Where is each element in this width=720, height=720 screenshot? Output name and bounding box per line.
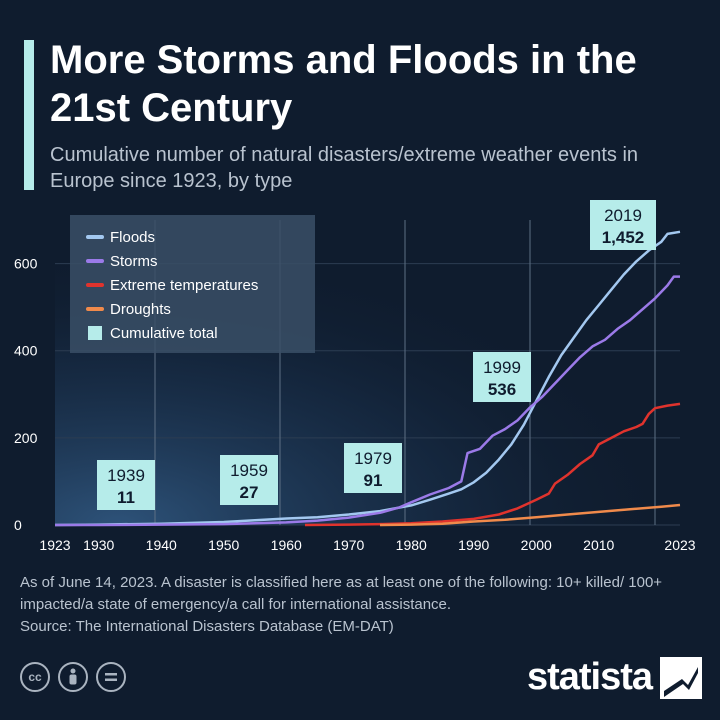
series-line-storms xyxy=(55,275,680,527)
series-line-droughts xyxy=(379,503,681,527)
annotation-year: 1959 xyxy=(230,461,268,480)
y-tick-label: 200 xyxy=(14,430,38,446)
annotation-value: 11 xyxy=(117,488,135,507)
annotation-year: 1979 xyxy=(354,449,392,468)
x-tick-label: 1960 xyxy=(271,537,302,553)
page-subtitle: Cumulative number of natural disasters/e… xyxy=(50,144,639,192)
source-text: Source: The International Disasters Data… xyxy=(20,618,394,635)
x-tick-label: 1940 xyxy=(146,537,177,553)
no-derivatives-icon[interactable] xyxy=(96,662,126,692)
footnote-text: As of June 14, 2023. A disaster is class… xyxy=(20,574,663,613)
attribution-icon[interactable] xyxy=(58,662,88,692)
annotation-box xyxy=(344,443,402,493)
page-title: More Storms and Floods in the 21st Centu… xyxy=(50,38,637,130)
brand-logo[interactable]: statista xyxy=(527,656,702,699)
legend-label: Extreme temperatures xyxy=(110,277,258,294)
license-icons: cc xyxy=(20,662,126,692)
x-tick-label: 1930 xyxy=(83,537,114,553)
cc-icon[interactable]: cc xyxy=(20,662,50,692)
legend-label: Floods xyxy=(110,229,155,246)
annotation-value: 27 xyxy=(240,483,259,502)
annotation-value: 1,452 xyxy=(602,228,645,247)
annotation-value: 91 xyxy=(364,471,383,490)
annotation-box xyxy=(473,352,531,402)
y-tick-label: 0 xyxy=(14,517,22,533)
statista-logo-icon xyxy=(660,656,702,699)
legend-swatch xyxy=(88,326,102,340)
series-line-floods xyxy=(54,230,681,527)
annotation-year: 2019 xyxy=(604,206,642,225)
x-tick-label: 1990 xyxy=(458,537,489,553)
series-line-extreme-temperatures xyxy=(304,402,681,527)
legend-label: Cumulative total xyxy=(110,325,218,342)
legend-label: Droughts xyxy=(110,301,171,318)
x-tick-label: 2023 xyxy=(664,537,695,553)
annotation-box xyxy=(590,200,656,250)
y-tick-label: 600 xyxy=(14,256,38,272)
y-tick-label: 400 xyxy=(14,343,38,359)
x-tick-label: 1923 xyxy=(39,537,70,553)
annotation-value: 536 xyxy=(488,380,516,399)
legend-box xyxy=(70,215,315,353)
annotation-box xyxy=(97,460,155,510)
annotation-year: 1939 xyxy=(107,466,145,485)
title-accent-bar xyxy=(24,40,34,190)
x-tick-label: 1980 xyxy=(396,537,427,553)
x-tick-label: 2010 xyxy=(583,537,614,553)
legend-label: Storms xyxy=(110,253,158,270)
annotation-box xyxy=(220,455,278,505)
x-tick-label: 1970 xyxy=(333,537,364,553)
annotation-year: 1999 xyxy=(483,358,521,377)
footnote: As of June 14, 2023. A disaster is class… xyxy=(20,572,710,638)
brand-name: statista xyxy=(526,656,653,698)
x-tick-label: 2000 xyxy=(521,537,552,553)
x-tick-label: 1950 xyxy=(208,537,239,553)
